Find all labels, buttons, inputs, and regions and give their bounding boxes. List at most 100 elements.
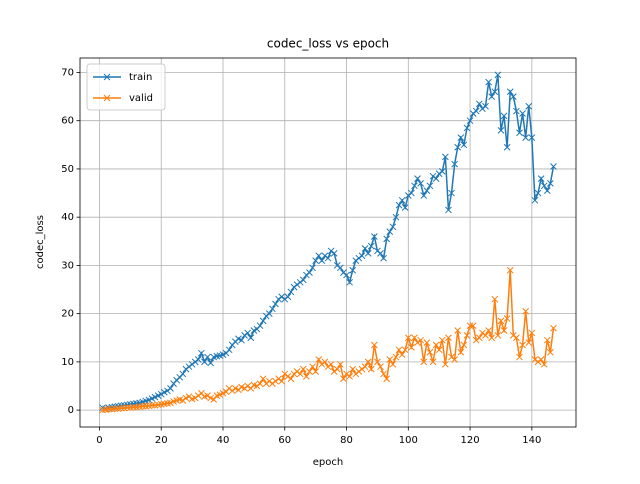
marker: [537, 175, 545, 182]
marker: [525, 339, 533, 346]
marker: [238, 336, 245, 344]
marker: [522, 134, 530, 141]
marker: [426, 182, 434, 190]
marker: [503, 315, 511, 322]
marker: [525, 102, 533, 110]
marker: [358, 252, 366, 260]
x-tick-label: 0: [96, 435, 102, 446]
marker: [485, 327, 492, 334]
marker: [513, 334, 520, 342]
marker: [349, 365, 357, 373]
marker: [386, 228, 394, 236]
marker: [337, 360, 344, 368]
marker: [457, 348, 465, 356]
marker: [312, 368, 319, 375]
marker: [244, 329, 252, 337]
marker: [528, 134, 536, 141]
marker: [451, 160, 458, 168]
marker: [324, 254, 332, 262]
marker: [435, 346, 443, 354]
marker: [457, 134, 465, 141]
marker: [306, 269, 313, 277]
marker: [516, 129, 523, 137]
marker: [454, 143, 462, 151]
marker: [519, 110, 526, 117]
marker: [454, 327, 462, 334]
marker: [315, 252, 323, 260]
marker: [442, 153, 449, 161]
marker: [287, 375, 295, 383]
marker: [497, 317, 505, 325]
marker: [438, 167, 446, 175]
marker: [389, 360, 397, 368]
marker: [519, 341, 526, 349]
marker: [472, 107, 480, 115]
marker: [361, 363, 369, 371]
marker: [157, 390, 165, 398]
chart-title: codec_loss vs epoch: [267, 37, 389, 51]
marker: [364, 249, 372, 257]
marker: [469, 322, 477, 330]
marker: [330, 249, 338, 257]
marker: [272, 300, 279, 308]
marker: [420, 358, 428, 366]
marker: [513, 107, 520, 115]
marker: [309, 363, 316, 371]
marker: [442, 360, 449, 368]
marker: [340, 375, 347, 383]
marker: [429, 358, 437, 366]
legend-marker: [103, 94, 111, 102]
marker: [401, 204, 409, 211]
marker: [318, 257, 326, 264]
marker: [543, 187, 551, 195]
marker: [377, 249, 384, 257]
marker: [386, 356, 394, 363]
marker: [426, 348, 434, 356]
marker: [361, 245, 369, 252]
marker: [198, 349, 205, 357]
marker: [201, 358, 208, 366]
marker: [438, 336, 446, 344]
marker: [370, 341, 378, 349]
marker: [497, 126, 505, 134]
marker: [494, 331, 502, 339]
marker: [296, 370, 304, 378]
marker: [111, 405, 119, 413]
marker: [299, 276, 307, 284]
marker: [451, 356, 458, 363]
marker: [204, 353, 211, 361]
x-tick-label: 140: [522, 435, 541, 446]
marker: [259, 317, 267, 325]
marker: [494, 71, 502, 79]
marker: [333, 365, 341, 373]
marker: [506, 266, 514, 274]
marker: [503, 143, 511, 151]
marker: [117, 404, 125, 412]
marker: [374, 358, 381, 366]
marker: [395, 346, 403, 354]
marker: [346, 372, 353, 380]
legend-label: train: [129, 72, 152, 83]
y-tick-label: 20: [61, 309, 74, 320]
marker: [139, 402, 147, 410]
marker: [500, 112, 508, 120]
x-tick-label: 20: [155, 435, 168, 446]
marker: [337, 264, 344, 272]
plot-frame: [79, 57, 577, 428]
y-tick-label: 10: [61, 357, 74, 368]
marker: [460, 141, 468, 149]
marker: [194, 356, 202, 363]
marker: [377, 363, 384, 371]
marker: [488, 334, 496, 342]
marker: [148, 401, 156, 409]
x-tick-label: 40: [217, 435, 230, 446]
y-tick-label: 30: [61, 260, 74, 271]
marker: [423, 187, 431, 195]
marker: [278, 377, 286, 385]
marker: [389, 223, 397, 231]
y-tick-label: 40: [61, 212, 74, 223]
marker: [349, 266, 357, 274]
marker: [179, 370, 187, 378]
marker: [506, 88, 514, 96]
x-tick-label: 60: [278, 435, 291, 446]
